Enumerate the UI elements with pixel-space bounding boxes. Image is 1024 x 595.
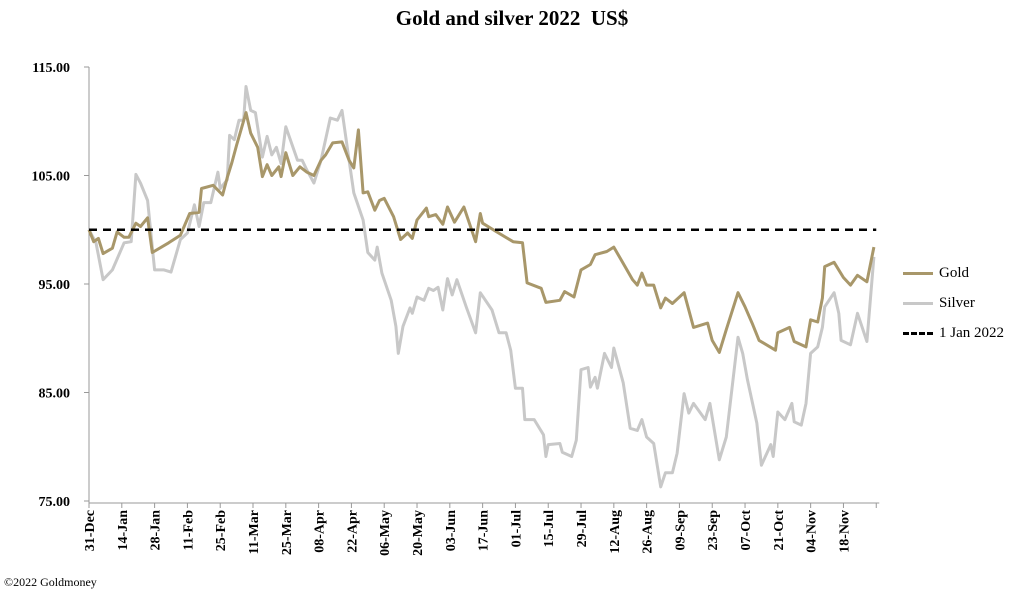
x-tick-label: 31-Dec xyxy=(83,510,98,551)
x-tick-label: 29-Jul xyxy=(575,510,590,547)
x-tick-label: 15-Jul xyxy=(542,510,557,547)
chart-title: Gold and silver 2022 US$ xyxy=(395,6,629,30)
legend-label-reference: 1 Jan 2022 xyxy=(939,324,1004,341)
legend-item-gold: Gold xyxy=(903,258,1004,288)
x-tick-label: 25-Feb xyxy=(214,510,229,551)
legend-label-silver: Silver xyxy=(939,294,975,311)
x-tick-label: 11-Mar xyxy=(247,510,262,554)
x-tick-label: 08-Apr xyxy=(313,510,328,553)
x-tick-label: 14-Jan xyxy=(116,510,131,551)
x-tick-label: 12-Aug xyxy=(608,510,623,554)
y-tick-label: 105.00 xyxy=(32,170,71,185)
x-tick-label: 18-Nov xyxy=(837,510,852,553)
x-tick-label: 01-Jul xyxy=(509,510,524,547)
y-tick-label: 85.00 xyxy=(39,387,71,402)
x-tick-label: 04-Nov xyxy=(805,510,820,553)
x-tick-label: 21-Oct xyxy=(772,510,787,551)
x-tick-label: 22-Apr xyxy=(345,510,360,553)
x-tick-label: 28-Jan xyxy=(149,510,164,551)
legend-item-silver: Silver xyxy=(903,288,1004,318)
x-tick-label: 03-Jun xyxy=(444,510,459,551)
x-tick-label: 07-Oct xyxy=(739,510,754,551)
series-line-silver xyxy=(87,85,876,489)
x-tick-label: 11-Feb xyxy=(181,510,196,551)
x-tick-label: 06-May xyxy=(378,510,393,556)
legend-item-reference: 1 Jan 2022 xyxy=(903,318,1004,348)
legend-swatch-gold xyxy=(903,271,933,275)
x-tick-label: 26-Aug xyxy=(641,510,656,554)
series-line-gold xyxy=(87,111,876,354)
y-tick-label: 95.00 xyxy=(39,278,71,293)
x-tick-label: 09-Sep xyxy=(673,510,688,551)
legend-swatch-silver xyxy=(903,301,933,305)
y-tick-label: 75.00 xyxy=(39,495,71,510)
copyright-footer: ©2022 Goldmoney xyxy=(4,575,97,589)
x-tick-label: 17-Jun xyxy=(477,510,492,551)
x-tick-label: 25-Mar xyxy=(280,510,295,555)
y-tick-label: 115.00 xyxy=(32,61,70,76)
legend-swatch-reference xyxy=(903,331,933,335)
x-tick-label: 20-May xyxy=(411,510,426,556)
legend-label-gold: Gold xyxy=(939,264,969,281)
x-tick-label: 23-Sep xyxy=(706,510,721,551)
legend: Gold Silver 1 Jan 2022 xyxy=(903,258,1004,348)
